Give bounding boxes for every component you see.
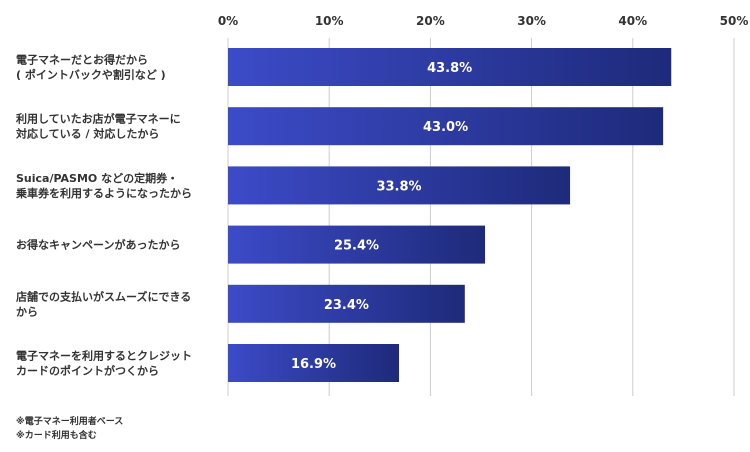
x-tick-label-0: 0% xyxy=(218,14,238,28)
footnote-base: ※電子マネー利用者ベース xyxy=(16,417,124,427)
bar-3 xyxy=(228,225,486,264)
bar-2 xyxy=(228,166,571,205)
category-label-2-line-1: 乗車券を利用するようになったから xyxy=(16,186,192,200)
category-labels: 電子マネーだとお得だから( ポイントバックや割引など ) 利用していたお店が電子マ… xyxy=(15,53,192,378)
category-label-5-line-1: カードのポイントがつくから xyxy=(16,364,159,378)
category-label-1-line-0: 利用していたお店が電子マネーに xyxy=(16,112,181,126)
category-label-2-line-0: Suica/PASMO などの定期券・ xyxy=(16,171,178,185)
x-axis-ticks: 0% 10% 20% 30% 40% 50% xyxy=(218,14,749,28)
bar-value-label-5: 16.9% xyxy=(291,357,336,372)
x-tick-label-40: 40% xyxy=(618,14,647,28)
x-tick-label-10: 10% xyxy=(315,14,344,28)
bar-1 xyxy=(228,107,664,146)
x-tick-label-50: 50% xyxy=(720,14,749,28)
category-label-1-line-1: 対応している / 対応したから xyxy=(15,127,159,141)
bars: 43.8% 43.0% 33.8% 25.4% 23.4% 16.9% xyxy=(228,48,672,382)
bar-4 xyxy=(228,284,465,323)
x-tick-label-20: 20% xyxy=(416,14,445,28)
category-label-4-line-1: から xyxy=(16,305,38,318)
category-label-0-line-1: ( ポイントバックや割引など ) xyxy=(16,68,166,82)
bar-0 xyxy=(228,48,672,86)
category-label-0-line-0: 電子マネーだとお得だから xyxy=(16,53,148,67)
footnote-card: ※カード利用も含む xyxy=(16,431,97,441)
bar-value-label-1: 43.0% xyxy=(423,120,468,135)
bar-value-label-3: 25.4% xyxy=(334,239,379,254)
category-label-5-line-0: 電子マネーを利用するとクレジット xyxy=(16,349,192,363)
category-label-3-line-0: お得なキャンペーンがあったから xyxy=(16,238,180,252)
x-tick-label-30: 30% xyxy=(517,14,546,28)
bar-value-label-2: 33.8% xyxy=(376,179,421,194)
bar-value-label-4: 23.4% xyxy=(324,298,369,313)
gridlines xyxy=(227,38,735,396)
bar-5 xyxy=(228,344,400,382)
category-label-4-line-0: 店舗での支払いがスムーズにできる xyxy=(16,289,191,303)
bar-value-label-0: 43.8% xyxy=(427,61,472,76)
